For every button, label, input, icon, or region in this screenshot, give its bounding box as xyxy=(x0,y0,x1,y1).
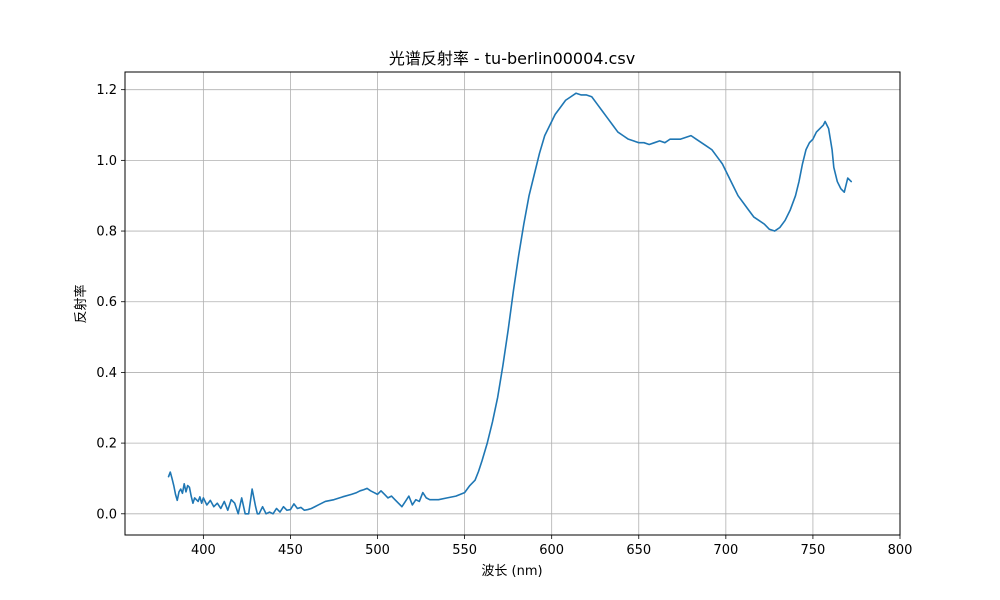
x-tick-label: 600 xyxy=(539,543,564,558)
series-line-reflectance xyxy=(167,92,853,515)
x-axis-title: 波长 (nm) xyxy=(481,564,542,579)
plot-frame xyxy=(124,71,901,536)
y-tick-label: 1.2 xyxy=(96,83,117,98)
x-tick-label: 450 xyxy=(278,543,303,558)
y-tick-label: 0.8 xyxy=(96,225,117,240)
series-layer xyxy=(167,92,853,515)
ticks: 400 450 500 550 600 650 700 750 800 0.0 0.2 0.4 0.6 0… xyxy=(96,83,912,558)
y-tick-label: 1.0 xyxy=(96,154,117,169)
x-tick-label: 700 xyxy=(713,543,738,558)
y-axis-title: 反射率 xyxy=(73,284,89,323)
x-tick-label: 500 xyxy=(365,543,390,558)
y-tick-label: 0.2 xyxy=(96,437,117,452)
y-tick-label: 0.6 xyxy=(96,295,117,310)
x-tick-label: 650 xyxy=(626,543,651,558)
chart-title: 光谱反射率 - tu-berlin00004.csv xyxy=(389,49,635,68)
x-tick-label: 800 xyxy=(888,543,913,558)
y-tick-label: 0.0 xyxy=(96,507,117,522)
x-tick-label: 400 xyxy=(191,543,216,558)
x-tick-label: 750 xyxy=(801,543,826,558)
y-tick-label: 0.4 xyxy=(96,366,117,381)
x-tick-label: 550 xyxy=(452,543,477,558)
